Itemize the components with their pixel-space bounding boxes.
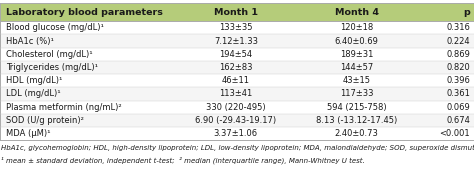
Text: Laboratory blood parameters: Laboratory blood parameters [6,8,163,17]
Text: <0.001: <0.001 [439,129,470,138]
Text: Cholesterol (mg/dL)¹: Cholesterol (mg/dL)¹ [6,50,92,59]
Text: MDA (μM)¹: MDA (μM)¹ [6,129,50,138]
Text: 6.90 (-29.43-19.17): 6.90 (-29.43-19.17) [195,116,276,125]
Bar [0,87,474,101]
Text: 8.13 (-13.12-17.45): 8.13 (-13.12-17.45) [316,116,397,125]
Text: Triglycerides (mg/dL)¹: Triglycerides (mg/dL)¹ [6,63,98,72]
Text: 6.40±0.69: 6.40±0.69 [335,37,379,46]
Text: 2.40±0.73: 2.40±0.73 [335,129,379,138]
Text: 46±11: 46±11 [222,76,250,85]
Text: 0.396: 0.396 [447,76,470,85]
Text: 0.224: 0.224 [447,37,470,46]
Text: 0.674: 0.674 [447,116,470,125]
Text: ¹ mean ± standard deviation, independent t-test;  ² median (interquartile range): ¹ mean ± standard deviation, independent… [1,156,365,164]
Text: 189±31: 189±31 [340,50,374,59]
Text: SOD (U/g protein)²: SOD (U/g protein)² [6,116,83,125]
Text: HDL (mg/dL)¹: HDL (mg/dL)¹ [6,76,62,85]
Text: 0.361: 0.361 [447,89,470,98]
Text: 162±83: 162±83 [219,63,253,72]
Text: p: p [464,8,470,17]
Text: 0.069: 0.069 [447,103,470,112]
Text: HbA1c (%)¹: HbA1c (%)¹ [6,37,54,46]
Text: 133±35: 133±35 [219,23,253,32]
Bar [0,3,474,21]
Text: 43±15: 43±15 [343,76,371,85]
Text: 120±18: 120±18 [340,23,374,32]
Text: 0.316: 0.316 [447,23,470,32]
Text: Month 1: Month 1 [214,8,258,17]
Text: Month 4: Month 4 [335,8,379,17]
Text: 0.820: 0.820 [447,63,470,72]
Text: 330 (220-495): 330 (220-495) [206,103,265,112]
Bar [0,61,474,74]
Text: 3.37±1.06: 3.37±1.06 [214,129,258,138]
Text: LDL (mg/dL)¹: LDL (mg/dL)¹ [6,89,60,98]
Text: 144±57: 144±57 [340,63,374,72]
Bar [0,35,474,48]
Text: 113±41: 113±41 [219,89,253,98]
Bar [0,114,474,127]
Text: Blood glucose (mg/dL)¹: Blood glucose (mg/dL)¹ [6,23,103,32]
Text: Plasma metformin (ng/mL)²: Plasma metformin (ng/mL)² [6,103,121,112]
Text: HbA1c, glycohemoglobin; HDL, high-density lipoprotein; LDL, low-density lipoprot: HbA1c, glycohemoglobin; HDL, high-densit… [1,144,474,151]
Text: 0.869: 0.869 [447,50,470,59]
Text: 194±54: 194±54 [219,50,252,59]
Text: 594 (215-758): 594 (215-758) [327,103,386,112]
Text: 117±33: 117±33 [340,89,374,98]
Text: 7.12±1.33: 7.12±1.33 [214,37,258,46]
